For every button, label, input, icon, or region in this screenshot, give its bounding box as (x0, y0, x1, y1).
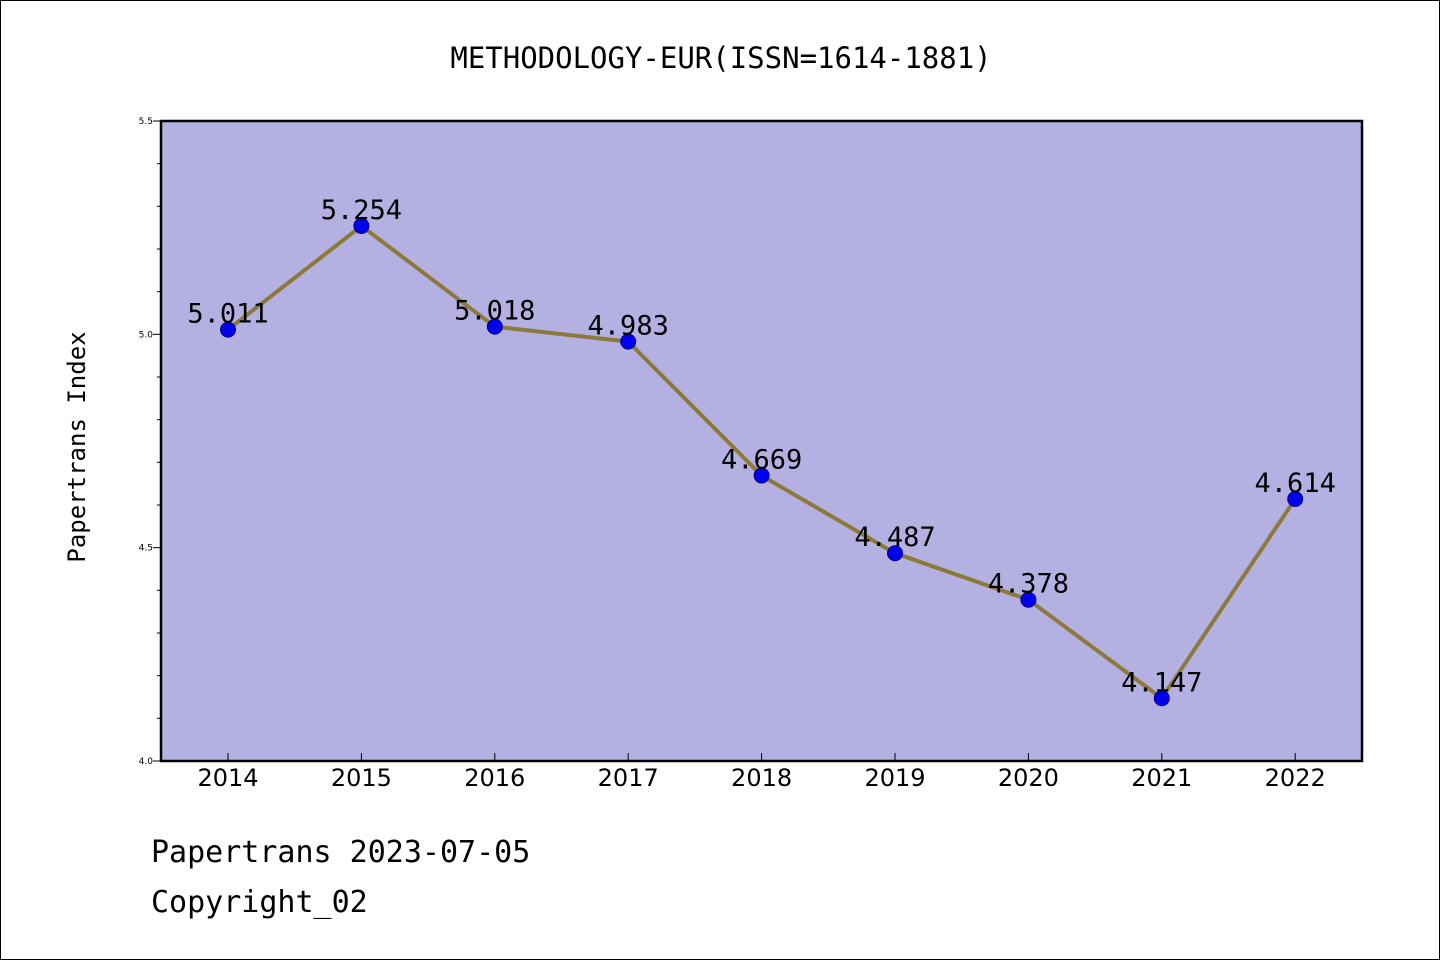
y-tick-label: 4.5 (139, 544, 153, 554)
data-label: 4.147 (1121, 667, 1202, 698)
x-tick-label: 2019 (864, 764, 925, 792)
data-point (1020, 591, 1037, 608)
data-label: 5.254 (321, 195, 402, 226)
x-tick-label: 2016 (464, 764, 525, 792)
footer-copyright-text: Copyright_02 (151, 885, 368, 920)
x-tick-label: 2021 (1131, 764, 1192, 792)
y-tick-label: 5.5 (139, 117, 153, 127)
data-label: 4.487 (854, 522, 935, 553)
data-labels: 5.011 5.254 5.018 4.983 4.669 4.487 4.378 4.147… (187, 195, 1335, 698)
footer-date-text: Papertrans 2023-07-05 (151, 835, 531, 870)
x-tick-label: 2020 (998, 764, 1059, 792)
y-tick-label: 4.0 (139, 757, 154, 767)
y-axis-ticks: 4.0 4.5 5.0 5.5 (139, 117, 161, 767)
data-point (1153, 690, 1170, 707)
data-label: 5.011 (187, 299, 268, 330)
x-tick-label: 2018 (731, 764, 792, 792)
x-tick-label: 2014 (197, 764, 258, 792)
data-label: 4.669 (721, 445, 802, 476)
y-axis-label: Papertrans Index (63, 331, 91, 562)
chart-title: METHODOLOGY-EUR(ISSN=1614-1881) (450, 41, 991, 75)
x-tick-label: 2017 (598, 764, 659, 792)
data-point (353, 217, 370, 234)
data-point (753, 467, 770, 484)
data-label: 5.018 (454, 296, 535, 327)
data-point (1287, 491, 1304, 508)
data-point (486, 318, 503, 335)
data-label: 4.614 (1255, 468, 1336, 499)
data-markers (220, 217, 1304, 707)
data-label: 4.378 (988, 569, 1069, 600)
data-point (620, 333, 637, 350)
y-minor-ticks (157, 163, 161, 719)
x-axis-ticks: 2014 2015 2016 2017 2018 2019 2020 2021 2022 (197, 753, 1326, 792)
x-tick-label: 2022 (1265, 764, 1326, 792)
data-point (220, 321, 236, 338)
x-tick-label: 2015 (331, 764, 392, 792)
data-label: 4.983 (588, 311, 669, 342)
y-tick-label: 5.0 (139, 330, 154, 340)
data-point (887, 545, 903, 562)
